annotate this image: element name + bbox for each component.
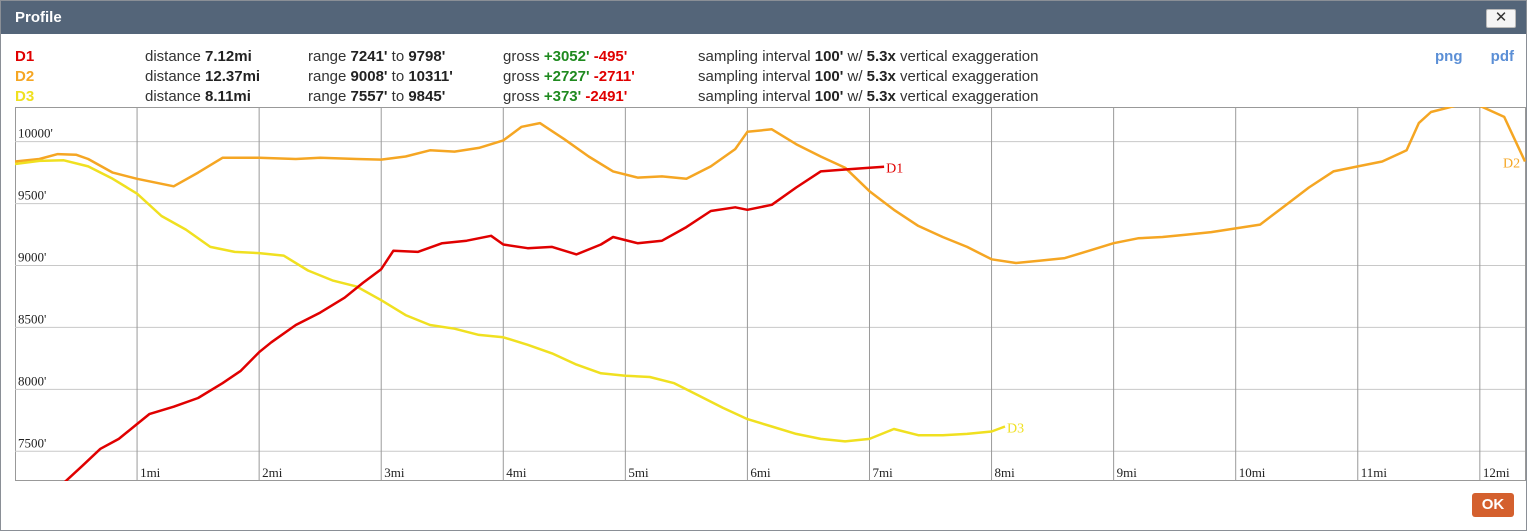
x-tick-label: 1mi xyxy=(140,465,161,480)
x-tick-label: 4mi xyxy=(506,465,527,480)
y-tick-label: 7500' xyxy=(18,435,46,450)
range: range 7241' to 9798' xyxy=(308,48,446,65)
y-tick-label: 10000' xyxy=(18,126,53,141)
x-tick-label: 12mi xyxy=(1483,465,1510,480)
distance: distance 12.37mi xyxy=(145,68,261,85)
plot-frame xyxy=(15,107,1526,481)
profile-row-d2: D2 distance 12.37mi range 9008' to 10311… xyxy=(15,68,1115,88)
elevation-profile-chart: 7500' 8000' 8500' 9000' 9500' 10000' 1mi 2mi 3mi… xyxy=(15,107,1527,481)
dialog-title: Profile xyxy=(15,9,62,26)
x-tick-label: 8mi xyxy=(995,465,1016,480)
series-line-d1 xyxy=(38,165,885,481)
png-link[interactable]: png xyxy=(1435,48,1463,65)
y-tick-label: 8500' xyxy=(18,311,46,326)
series-line-d3 xyxy=(15,159,1006,443)
series-label-d1: D1 xyxy=(886,162,903,177)
gross: gross +3052' -495' xyxy=(503,48,628,65)
y-tick-label: 8000' xyxy=(18,373,46,388)
gross: gross +2727' -2711' xyxy=(503,68,635,85)
profile-name: D1 xyxy=(15,48,35,65)
series-label-d2: D2 xyxy=(1503,156,1520,171)
profile-row-d1: D1 distance 7.12mi range 7241' to 9798' … xyxy=(15,48,1115,68)
x-tick-label: 2mi xyxy=(262,465,283,480)
x-tick-label: 3mi xyxy=(384,465,405,480)
pdf-link[interactable]: pdf xyxy=(1490,48,1514,65)
range: range 9008' to 10311' xyxy=(308,68,453,85)
profile-row-d3: D3 distance 8.11mi range 7557' to 9845' … xyxy=(15,88,1115,108)
series-label-d3: D3 xyxy=(1007,422,1024,437)
profile-stats: D1 distance 7.12mi range 7241' to 9798' … xyxy=(15,48,1115,108)
export-links: png pdf xyxy=(1411,48,1514,65)
profile-name: D3 xyxy=(15,88,35,105)
sampling-interval: sampling interval 100' w/ 5.3x vertical … xyxy=(698,88,1039,105)
profile-name: D2 xyxy=(15,68,35,85)
x-tick-label: 9mi xyxy=(1117,465,1138,480)
x-tick-label: 10mi xyxy=(1239,465,1266,480)
sampling-interval: sampling interval 100' w/ 5.3x vertical … xyxy=(698,68,1039,85)
close-button[interactable]: ✕ xyxy=(1486,9,1516,28)
x-tick-label: 6mi xyxy=(750,465,771,480)
distance: distance 8.11mi xyxy=(145,88,251,105)
range: range 7557' to 9845' xyxy=(308,88,446,105)
x-tick-label: 11mi xyxy=(1361,465,1388,480)
x-tick-label: 5mi xyxy=(628,465,649,480)
gross: gross +373' -2491' xyxy=(503,88,628,105)
distance: distance 7.12mi xyxy=(145,48,252,65)
title-bar: Profile ✕ xyxy=(1,1,1526,34)
y-tick-label: 9000' xyxy=(18,250,46,265)
series-line-d2 xyxy=(15,107,1527,265)
y-tick-label: 9500' xyxy=(18,188,46,203)
ok-button[interactable]: OK xyxy=(1472,493,1514,517)
x-tick-label: 7mi xyxy=(872,465,893,480)
sampling-interval: sampling interval 100' w/ 5.3x vertical … xyxy=(698,48,1039,65)
